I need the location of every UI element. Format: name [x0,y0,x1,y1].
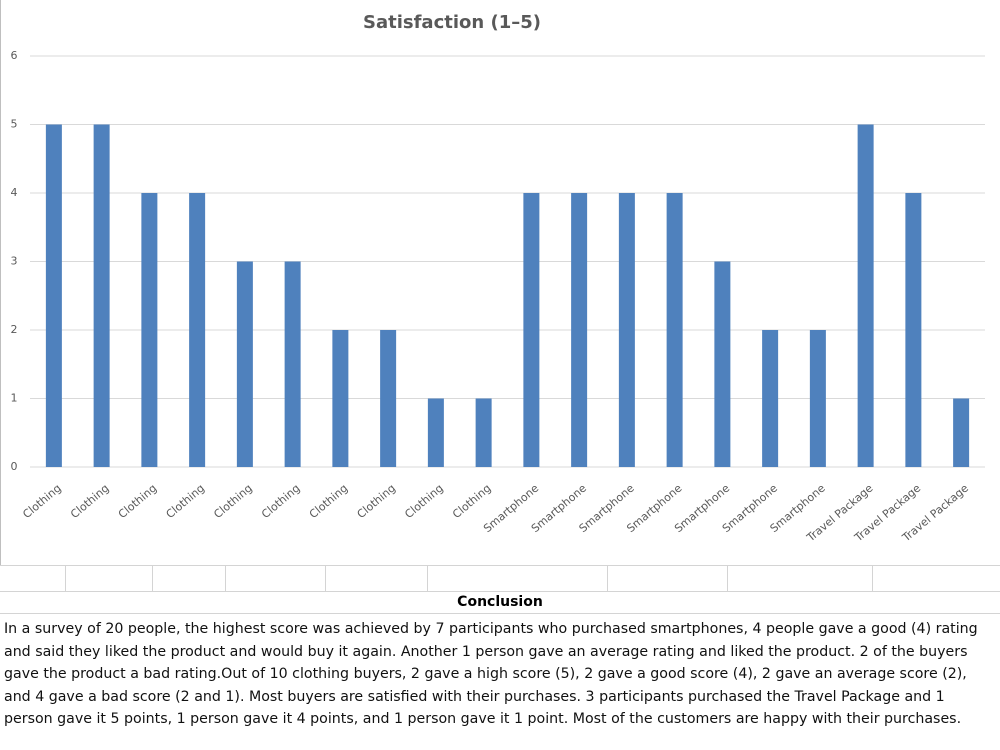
y-tick-label: 2 [11,323,18,336]
bar [236,261,253,467]
x-tick-label: Clothing [164,482,207,521]
bar [666,193,683,467]
bar [809,330,826,467]
x-tick-label: Clothing [20,482,63,521]
bar [762,330,779,467]
y-tick-label: 0 [11,460,18,473]
bar [284,261,301,467]
x-tick-label: Clothing [68,482,111,521]
y-tick-label: 3 [11,255,18,268]
bar [427,398,444,467]
empty-cells [0,565,1000,592]
x-tick-label: Clothing [307,482,350,521]
y-tick-label: 5 [11,118,18,131]
bar [189,193,206,467]
bar [475,398,492,467]
x-tick-label: Clothing [116,482,159,521]
x-tick-label: Clothing [211,482,254,521]
bar [714,261,731,467]
bar [905,193,922,467]
bar [141,193,158,467]
bar [618,193,635,467]
conclusion-text: In a survey of 20 people, the highest sc… [4,621,978,727]
bar [380,330,397,467]
x-tick-label: Clothing [450,482,493,521]
x-tick-label: Clothing [259,482,302,521]
y-tick-label: 4 [11,186,18,199]
conclusion-heading: Conclusion [0,591,1000,614]
x-tick-label: Clothing [355,482,398,521]
bar [571,193,588,467]
bar [857,124,874,467]
chart-title: Satisfaction (1–5) [363,12,541,33]
bar [93,124,110,467]
x-tick-label: Clothing [402,482,445,521]
bar [332,330,349,467]
y-tick-label: 1 [11,392,18,405]
y-tick-label: 6 [11,49,18,62]
bar [953,398,970,467]
bar [45,124,62,467]
bar [523,193,540,467]
